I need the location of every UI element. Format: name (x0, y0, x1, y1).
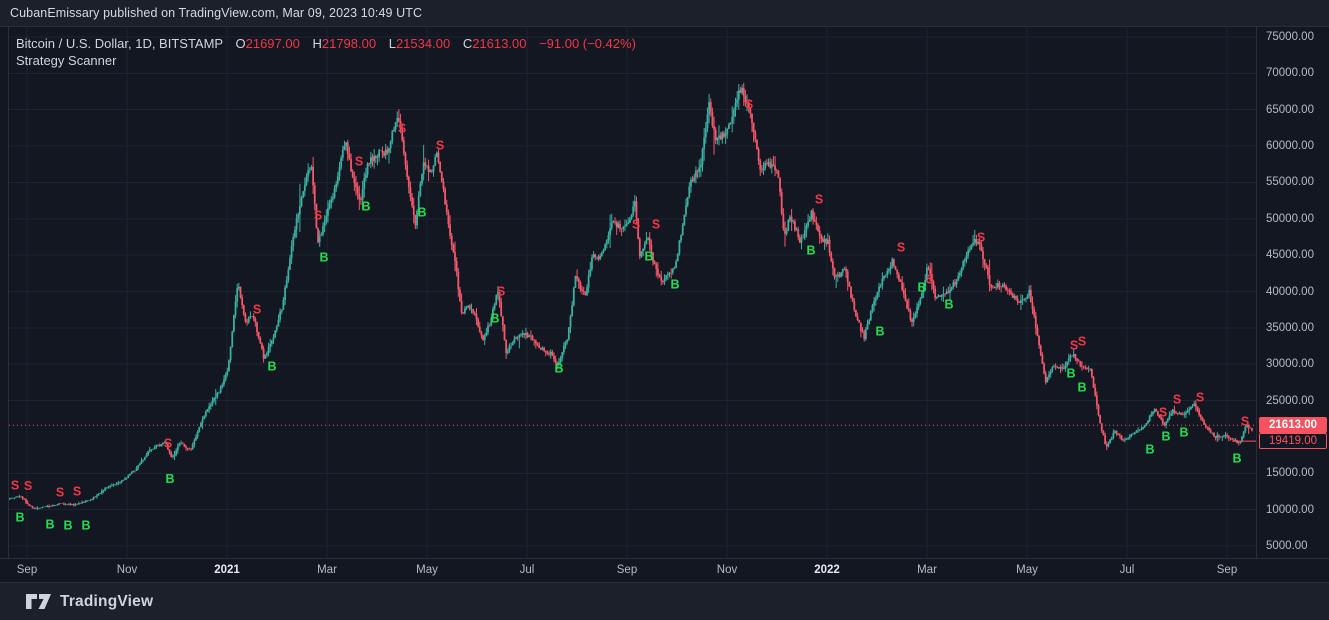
time-axis-month-label: Sep (16, 564, 38, 576)
buy-signal-marker: B (319, 251, 328, 265)
buy-signal-marker: B (490, 312, 499, 326)
time-axis-month-label: Nov (116, 564, 138, 576)
buy-signal-marker: B (1232, 452, 1241, 466)
sell-signal-marker: S (652, 217, 660, 231)
sell-signal-marker: S (314, 209, 322, 223)
sell-signal-marker: S (1078, 334, 1086, 348)
sell-signal-marker: S (73, 485, 81, 499)
sell-signal-marker: S (897, 241, 905, 255)
time-axis-month-label: Mar (917, 564, 937, 576)
price-axis-label: 50000.00 (1266, 212, 1314, 225)
time-axis-month-label: Jul (1119, 564, 1135, 576)
buy-signal-marker: B (1077, 380, 1086, 394)
buy-signal-marker: B (1179, 425, 1188, 439)
sell-signal-marker: S (632, 217, 640, 231)
secondary-price-badge: 19419.00 (1259, 433, 1327, 450)
price-axis-label: 65000.00 (1266, 103, 1314, 116)
sell-signal-marker: S (56, 485, 64, 499)
sell-signal-marker: S (398, 121, 406, 135)
tradingview-brand-text[interactable]: TradingView (60, 592, 154, 610)
buy-signal-marker: B (806, 244, 815, 258)
buy-signal-marker: B (670, 277, 679, 291)
price-axis-label: 45000.00 (1266, 249, 1314, 262)
price-axis-label: 60000.00 (1266, 140, 1314, 153)
pane-left-border (8, 27, 9, 558)
time-axis-month-label: Jul (519, 564, 535, 576)
buy-signal-marker: B (875, 324, 884, 338)
buy-signal-marker: B (45, 517, 54, 531)
sell-signal-marker: S (977, 231, 985, 245)
sell-signal-marker: S (1159, 405, 1167, 419)
price-axis-label: 40000.00 (1266, 285, 1314, 298)
time-axis-month-label: May (1016, 564, 1038, 576)
buy-signal-marker: B (267, 360, 276, 374)
buy-signal-marker: B (944, 297, 953, 311)
price-axis-label: 10000.00 (1266, 503, 1314, 516)
sell-signal-marker: S (164, 437, 172, 451)
candles (9, 82, 1253, 511)
time-axis-month-label: Nov (716, 564, 738, 576)
price-axis[interactable]: 75000.00 70000.00 65000.00 60000.00 55000.00… (1256, 27, 1329, 558)
buy-signal-marker: B (917, 281, 926, 295)
published-info-text: CubanEmissary published on TradingView.c… (10, 6, 423, 20)
sell-signal-marker: S (1196, 390, 1204, 404)
sell-signal-marker: S (926, 273, 934, 287)
buy-signal-marker: B (1145, 442, 1154, 456)
buy-signal-marker: B (1161, 429, 1170, 443)
price-axis-label: 35000.00 (1266, 321, 1314, 334)
time-axis-month-label: Sep (1216, 564, 1238, 576)
buy-signal-marker: B (165, 472, 174, 486)
sell-signal-marker: S (815, 192, 823, 206)
time-axis-year-label: 2021 (214, 564, 240, 576)
sell-signal-marker: S (436, 139, 444, 153)
sell-signal-marker: S (1070, 338, 1078, 352)
time-axis-month-label: Mar (317, 564, 337, 576)
price-axis-label: 5000.00 (1266, 540, 1308, 552)
sell-signal-marker: S (497, 284, 505, 298)
time-axis-month-label: Sep (616, 564, 638, 576)
sell-signal-marker: S (11, 478, 19, 492)
price-axis-label: 55000.00 (1266, 176, 1314, 189)
sell-signal-marker: S (355, 155, 363, 169)
buy-signal-marker: B (644, 249, 653, 263)
time-axis-month-label: May (416, 564, 438, 576)
buy-signal-marker: B (81, 518, 90, 532)
price-axis-label: 15000.00 (1266, 467, 1314, 480)
buy-signal-marker: B (417, 205, 426, 219)
last-price-badge: 21613.00 (1259, 417, 1327, 434)
sell-signal-marker: S (745, 97, 753, 111)
footer-bar: TradingView (0, 582, 1329, 620)
buy-signal-marker: B (63, 518, 72, 532)
price-axis-label: 30000.00 (1266, 358, 1314, 371)
buy-signal-marker: B (361, 200, 370, 214)
buy-signal-marker: B (15, 510, 24, 524)
tradingview-logo-icon[interactable] (25, 593, 52, 610)
time-axis[interactable]: Sep Nov 2021 Mar May Jul Sep Nov 2022 Mar May Jul Se… (0, 558, 1329, 582)
buy-signal-marker: B (1066, 366, 1075, 380)
price-axis-label: 75000.00 (1266, 31, 1314, 43)
published-info-bar: CubanEmissary published on TradingView.c… (0, 0, 1329, 27)
sell-signal-marker: S (24, 479, 32, 493)
sell-signal-marker: S (1241, 414, 1249, 428)
buy-signal-marker: B (554, 361, 563, 375)
price-axis-label: 70000.00 (1266, 67, 1314, 80)
grid-lines (9, 28, 1256, 558)
price-axis-label: 25000.00 (1266, 394, 1314, 407)
sell-signal-marker: S (253, 303, 261, 317)
time-axis-year-label: 2022 (814, 564, 840, 576)
sell-signal-marker: S (1173, 392, 1181, 406)
